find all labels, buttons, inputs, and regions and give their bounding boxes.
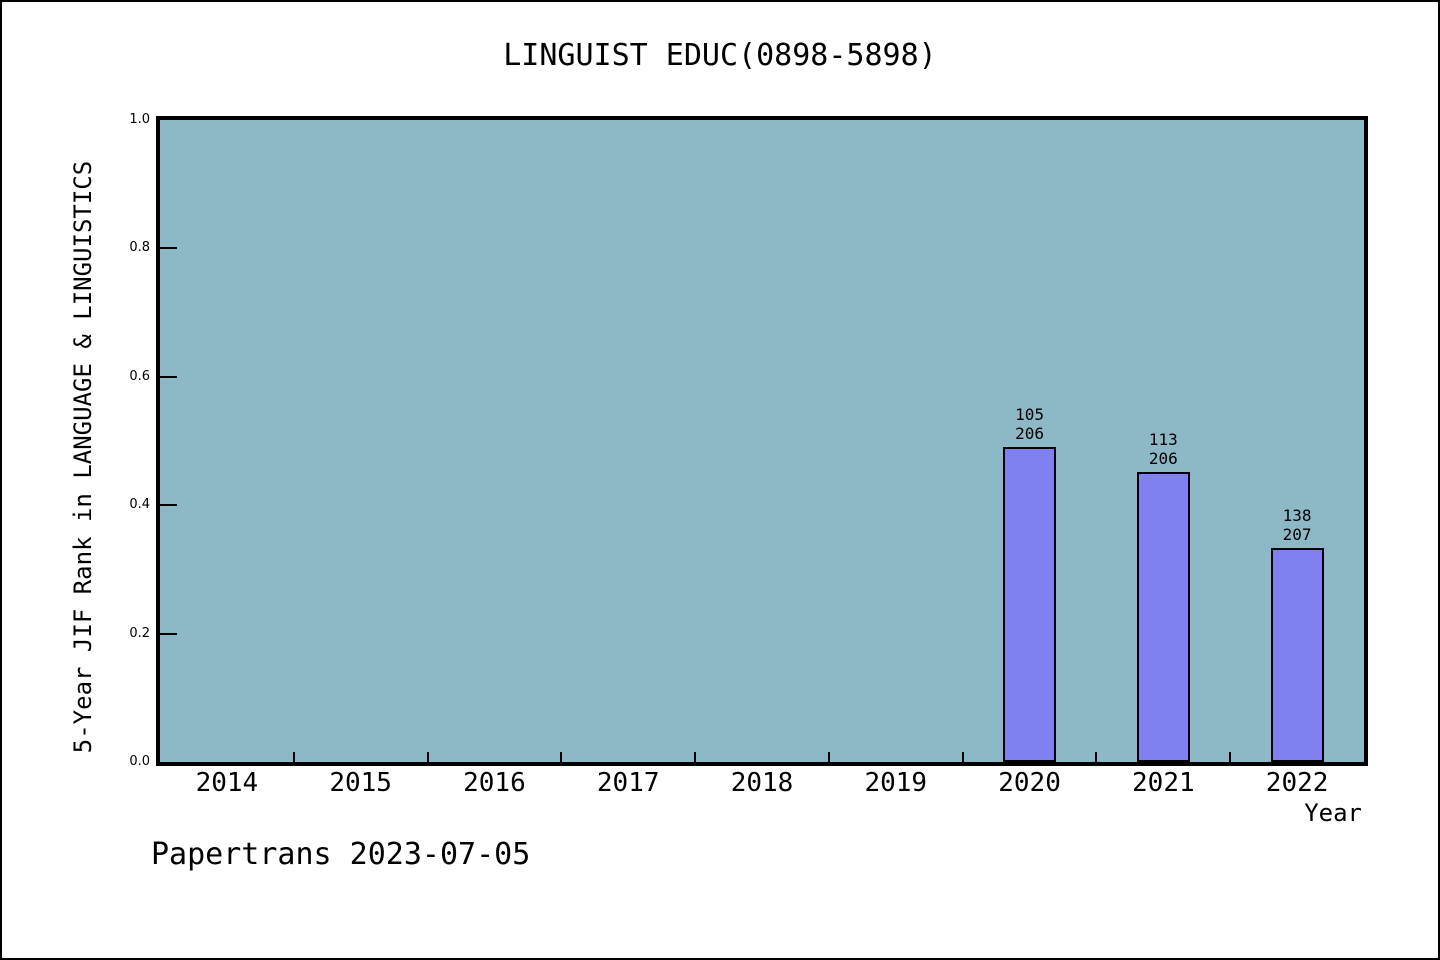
bar-label-2021: 113 206 [1148, 430, 1178, 468]
x-tick-mark [426, 752, 429, 762]
y-tick-label: 0.8 [129, 240, 150, 256]
x-tick-mark [1095, 752, 1098, 762]
x-tick-label: 2017 [596, 768, 660, 798]
x-tick-mark [1229, 752, 1232, 762]
bar-2021 [1136, 472, 1190, 762]
plot-area: 105 206 113 206 138 207 [156, 116, 1368, 766]
x-tick-label: 2016 [463, 768, 526, 798]
y-tick-mark [160, 632, 177, 635]
x-tick-label: 2021 [1132, 768, 1195, 798]
x-tick-label: 2014 [195, 768, 259, 798]
x-tick-label: 2018 [730, 768, 794, 798]
y-tick-label: 0.4 [129, 497, 150, 513]
x-tick-mark [694, 752, 697, 762]
y-tick-mark [160, 247, 177, 250]
x-tick-mark [961, 752, 964, 762]
x-tick-label: 2019 [864, 768, 928, 798]
x-tick-label: 2022 [1265, 768, 1329, 798]
bar-label-2020: 105 206 [1015, 405, 1044, 443]
x-tick-mark [827, 752, 830, 762]
y-tick-mark [160, 504, 177, 507]
x-tick-label: 2020 [998, 768, 1061, 798]
y-tick-label: 1.0 [129, 112, 150, 127]
x-tick-mark [292, 752, 295, 762]
y-tick-label: 0.0 [129, 754, 150, 769]
watermark-text: Papertrans 2023-07-05 [151, 837, 531, 872]
chart-title: LINGUIST EDUC(0898-5898) [503, 38, 937, 73]
x-tick-mark [560, 752, 563, 762]
plot-inner: 105 206 113 206 138 207 [160, 120, 1364, 762]
y-tick-label: 0.2 [129, 625, 150, 641]
bar-2020 [1003, 447, 1057, 762]
bar-label-2022: 138 207 [1282, 506, 1312, 544]
x-axis-label: Year [1304, 799, 1362, 827]
y-tick-mark [160, 375, 177, 378]
y-tick-label: 0.6 [129, 368, 150, 384]
bar-2022 [1270, 548, 1324, 762]
x-tick-label: 2015 [329, 768, 392, 798]
